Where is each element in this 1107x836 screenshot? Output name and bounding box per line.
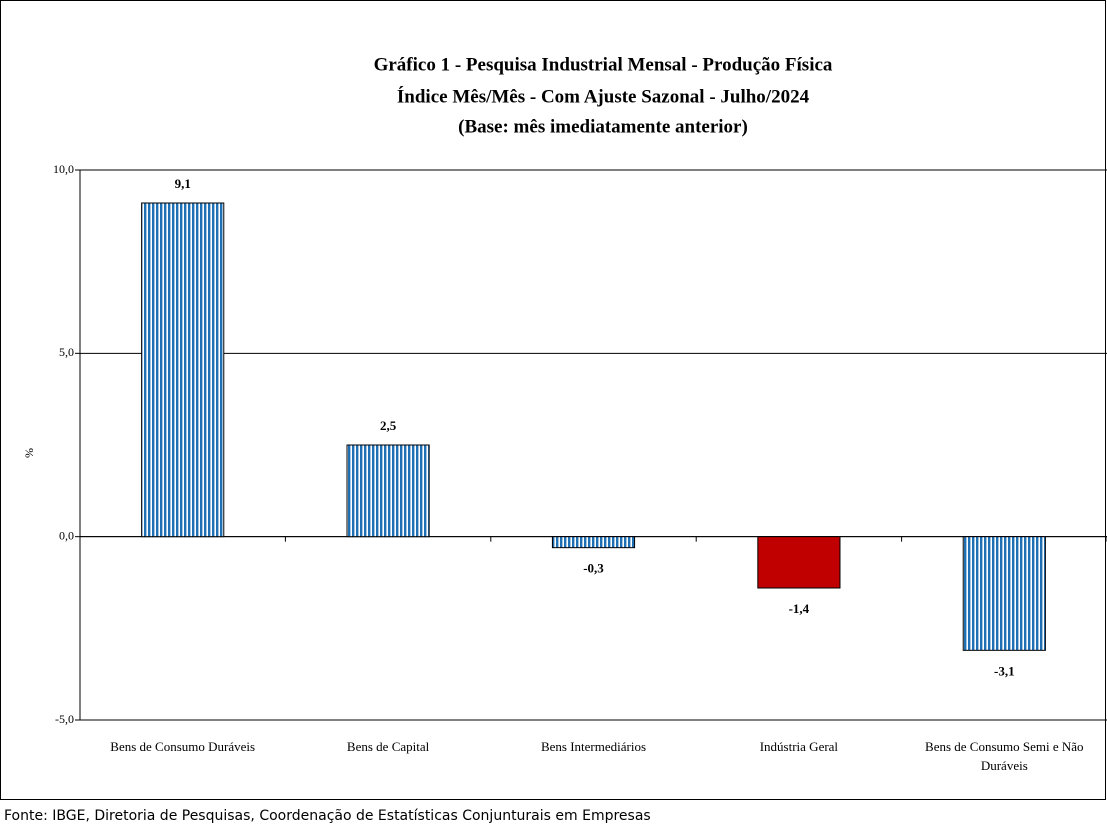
x-tick-label: Bens de Consumo Duráveis <box>110 739 256 754</box>
chart-subtitle: Índice Mês/Mês - Com Ajuste Sazonal - Ju… <box>397 85 810 107</box>
frame <box>0 0 1106 800</box>
data-label: 2,5 <box>380 418 397 433</box>
chart-subtitle: (Base: mês imediatamente anterior) <box>458 116 748 137</box>
x-tick-label: Bens Intermediários <box>540 739 647 754</box>
y-tick-label: -5,0 <box>55 712 74 726</box>
x-tick-label: Indústria Geral <box>759 739 839 754</box>
y-axis-label: % <box>22 448 36 458</box>
source: Fonte: IBGE, Diretoria de Pesquisas, Coo… <box>4 808 651 824</box>
x-tick-label: Bens de Capital <box>346 739 430 754</box>
bar <box>141 202 225 538</box>
data-label: -1,4 <box>789 601 810 616</box>
bar <box>551 536 636 549</box>
data-label: -0,3 <box>583 561 604 576</box>
chart-title: Gráfico 1 - Pesquisa Industrial Mensal -… <box>374 54 833 75</box>
data-label: 9,1 <box>175 176 191 191</box>
y-tick-label: 0,0 <box>59 528 74 542</box>
data-label: -3,1 <box>994 663 1015 678</box>
bar <box>757 536 841 589</box>
y-tick-label: 5,0 <box>59 345 74 359</box>
bar <box>346 444 430 538</box>
x-tick-label: Bens de Consumo Semi e Não Duráveis <box>925 739 1084 773</box>
y-tick-label: 10,0 <box>53 162 74 176</box>
bar <box>962 536 1046 651</box>
